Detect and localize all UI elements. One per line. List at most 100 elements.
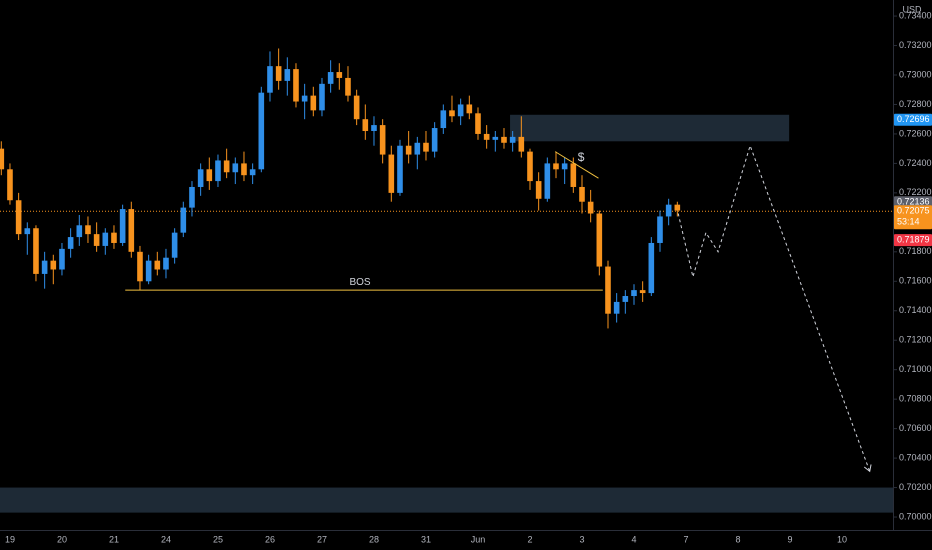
candle-body (41, 260, 48, 274)
candle-body (665, 204, 672, 217)
candle-body (579, 186, 585, 202)
candle-body (535, 181, 542, 199)
candle-body (33, 228, 39, 274)
candle-body (258, 92, 265, 170)
y-tick-label: 0.72600 (899, 128, 932, 138)
candle-body (657, 216, 663, 243)
candle-body (544, 163, 551, 199)
candle-body (423, 142, 429, 152)
x-tick-label: 27 (317, 534, 327, 544)
y-tick-label: 0.70400 (899, 452, 932, 462)
candle-body (275, 66, 282, 81)
y-tick-label: 0.70200 (899, 482, 932, 492)
candle-body (518, 136, 525, 152)
candle-body (561, 163, 568, 170)
candle-body (119, 209, 126, 243)
price-label: 0.72136 (897, 197, 930, 207)
candle-body (215, 160, 221, 182)
price-label: 0.72696 (897, 114, 930, 124)
candle-body (587, 201, 594, 214)
candle-body (674, 204, 681, 211)
candle-body (570, 163, 577, 187)
x-tick-label: 26 (265, 534, 275, 544)
candle-body (492, 136, 499, 140)
candle-body (163, 257, 169, 270)
x-tick-label: 24 (161, 534, 171, 544)
candle-body (15, 200, 22, 235)
candle-body (171, 232, 178, 258)
candle-body (267, 66, 273, 93)
candle-body (631, 290, 637, 297)
candle-body (154, 260, 161, 270)
candle-body (197, 169, 204, 187)
y-tick-label: 0.71800 (899, 246, 932, 256)
candle-body (475, 113, 481, 134)
projection-path (677, 144, 871, 472)
y-tick-label: 0.70000 (899, 511, 932, 521)
candle-body (111, 232, 117, 243)
x-tick-label: 7 (683, 534, 688, 544)
candle-body (509, 136, 516, 143)
candle-body (397, 145, 403, 193)
x-tick-label: 28 (369, 534, 379, 544)
candle-body (180, 207, 187, 233)
x-tick-label: 3 (579, 534, 584, 544)
candle-body (85, 225, 91, 235)
x-tick-label: 20 (57, 534, 67, 544)
candle-body (379, 125, 386, 155)
candle-body (527, 151, 533, 182)
candle-body (7, 169, 13, 201)
bos-label: BOS (349, 277, 370, 288)
candle-body (284, 69, 291, 81)
candle-body (431, 128, 438, 152)
candle-body (449, 110, 455, 117)
candle-body (145, 260, 152, 282)
candle-body (457, 104, 464, 117)
candle-body (206, 169, 213, 182)
y-tick-label: 0.73000 (899, 69, 932, 79)
y-tick-label: 0.71400 (899, 305, 932, 315)
candle-body (639, 290, 646, 294)
liquidity-line (554, 151, 599, 179)
currency: USD (902, 4, 922, 14)
candle-body (622, 296, 629, 302)
candle-body (466, 104, 473, 114)
candle-body (371, 125, 377, 131)
candle-body (232, 163, 239, 173)
price-label: 0.71879 (897, 235, 930, 245)
supply-zone (510, 114, 790, 142)
candle-body (310, 95, 317, 111)
y-tick-label: 0.73400 (899, 10, 932, 20)
liquidity-label: $ (578, 150, 585, 164)
candle-body (501, 136, 507, 143)
x-tick-label: 10 (837, 534, 847, 544)
x-tick-label: Jun (471, 534, 486, 544)
candle-body (405, 145, 412, 155)
y-tick-label: 0.72400 (899, 158, 932, 168)
candle-body (336, 72, 343, 78)
x-tick-label: 31 (421, 534, 431, 544)
y-tick-label: 0.71000 (899, 364, 932, 374)
candle-body (327, 72, 334, 84)
candle-body (362, 119, 369, 131)
candle-body (137, 251, 143, 282)
y-tick-label: 0.71600 (899, 276, 932, 286)
candle-body (301, 95, 308, 102)
candle-body (24, 228, 31, 235)
x-tick-label: 4 (631, 534, 636, 544)
candle-body (76, 225, 83, 238)
candle-body (128, 209, 135, 252)
x-tick-label: 8 (735, 534, 740, 544)
price-label: 0.72075 (897, 206, 930, 216)
candle-body (613, 301, 620, 314)
candle-body (553, 163, 559, 170)
candle-body (0, 148, 5, 170)
price-label-box (894, 205, 932, 230)
y-tick-label: 0.73200 (899, 40, 932, 50)
candle-body (414, 142, 421, 155)
candle-body (345, 77, 351, 96)
y-tick-label: 0.72800 (899, 99, 932, 109)
candle-body (67, 237, 74, 249)
x-tick-label: 9 (787, 534, 792, 544)
candle-body (93, 234, 100, 246)
